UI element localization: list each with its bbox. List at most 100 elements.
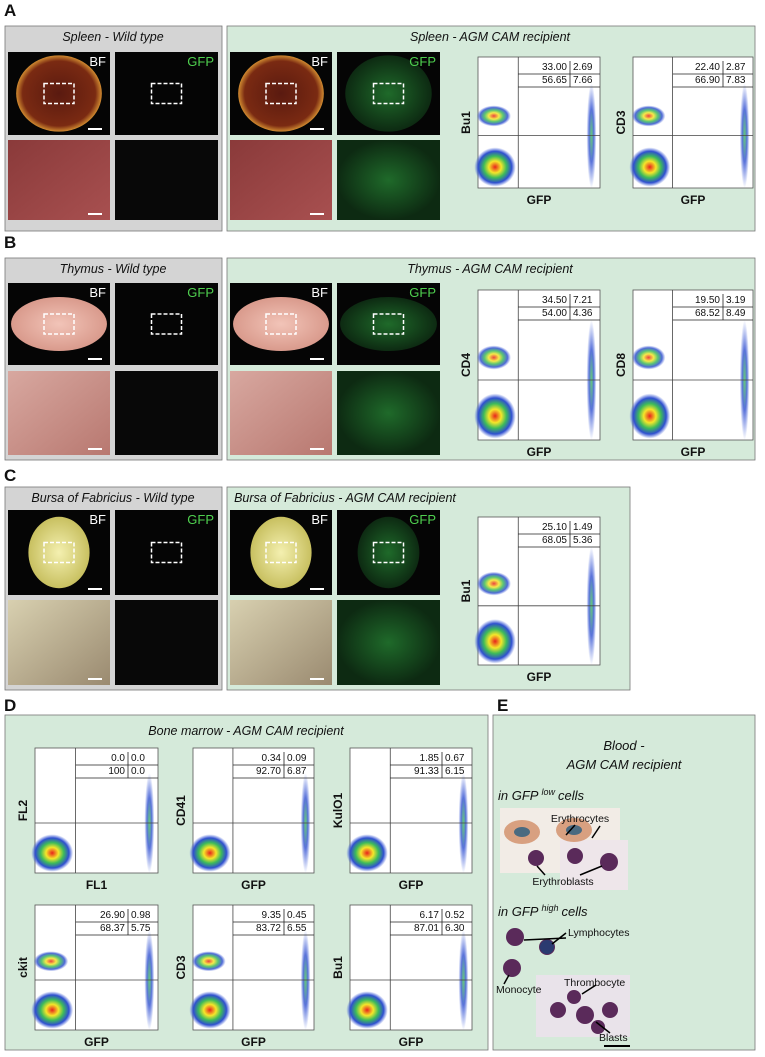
blood-cell (528, 850, 544, 866)
blood-cell (602, 1002, 618, 1018)
zoom-box (150, 82, 183, 105)
quadrant-value: 6.17 (420, 910, 440, 921)
cell-density (476, 571, 511, 596)
quadrant-value: 6.87 (287, 766, 307, 777)
zoom-box (43, 313, 75, 335)
y-axis-label: Bu1 (459, 111, 473, 134)
heading: in GFP high cells (498, 903, 588, 919)
nucleus (566, 825, 582, 835)
y-axis-label: CD4 (459, 353, 473, 377)
y-axis-label: FL2 (16, 800, 30, 822)
organ (16, 55, 102, 132)
quadrant-value: 7.66 (573, 75, 593, 86)
heading-text: in GFP (498, 904, 539, 919)
arrow (523, 937, 567, 941)
organ-gfp (345, 55, 432, 132)
y-axis-label: Bu1 (459, 579, 473, 602)
zoom-box (372, 541, 405, 564)
blood-cell (600, 853, 618, 871)
quadrant-value: 22.40 (695, 62, 720, 73)
y-axis-label: CD3 (614, 110, 628, 134)
y-axis-label: ckit (16, 957, 30, 978)
blood-cell (503, 959, 521, 977)
quadrant-value: 66.90 (695, 75, 720, 86)
zoom-image (8, 600, 110, 685)
quadrant-value: 3.19 (726, 295, 746, 306)
organ (28, 516, 90, 589)
group-title: Bursa of Fabricius - AGM CAM recipient (234, 491, 456, 505)
channel-label: GFP (187, 54, 214, 69)
channel-label: GFP (409, 54, 436, 69)
quadrant-value: 6.55 (287, 923, 307, 934)
heading-text: cells (561, 904, 588, 919)
blood-cell (550, 1002, 566, 1018)
arrow (503, 974, 510, 985)
arrow (581, 984, 597, 995)
quadrant-value: 6.15 (445, 766, 465, 777)
quadrant-value: 91.33 (414, 766, 439, 777)
channel-label: BF (311, 512, 328, 527)
zoom-box (372, 82, 405, 105)
cell-label: Erythroblasts (532, 876, 593, 888)
quadrant-value: 68.05 (542, 535, 567, 546)
x-axis-label: GFP (84, 1035, 109, 1049)
heading-text: cells (558, 788, 585, 803)
organ (11, 296, 107, 352)
quadrant-value: 0.0 (131, 766, 145, 777)
quadrant-value: 92.70 (256, 766, 281, 777)
quadrant-value: 100 (108, 766, 125, 777)
cell-density (631, 105, 666, 127)
cell-density (631, 345, 666, 370)
heading-superscript: high (541, 903, 558, 913)
blood-cell (591, 1020, 605, 1034)
zoom-box (43, 82, 75, 105)
panel-title: Blood - (603, 738, 645, 753)
group-title: Spleen - Wild type (62, 30, 163, 44)
organ-image (115, 510, 218, 595)
quadrant-value: 0.52 (445, 910, 465, 921)
channel-label: GFP (187, 285, 214, 300)
panel-label: A (4, 1, 16, 20)
arrow (565, 824, 576, 836)
cell-density (31, 991, 74, 1029)
organ-gfp (340, 296, 437, 352)
quadrant-value: 0.45 (287, 910, 307, 921)
zoom-image (8, 371, 110, 455)
cell-density (346, 991, 388, 1029)
quadrant-value: 9.35 (262, 910, 282, 921)
quadrant-value: 19.50 (695, 295, 720, 306)
y-axis-label: CD3 (174, 955, 188, 979)
zoom-image (337, 140, 440, 220)
zoom-image (230, 371, 332, 455)
quadrant-value: 2.87 (726, 62, 746, 73)
y-axis-label: Bu1 (331, 956, 345, 979)
quadrant-value: 2.69 (573, 62, 593, 73)
arrow (591, 825, 601, 839)
cell-density (31, 834, 74, 872)
cell-label: Erythrocytes (551, 813, 609, 825)
quadrant-value: 68.52 (695, 308, 720, 319)
organ (250, 516, 312, 589)
group-title: Spleen - AGM CAM recipient (410, 30, 571, 44)
panel-title: Bone marrow - AGM CAM recipient (148, 724, 344, 738)
quadrant-value: 5.75 (131, 923, 151, 934)
zoom-image (337, 600, 440, 685)
group-title: Thymus - Wild type (60, 262, 167, 276)
cell-density (189, 834, 231, 872)
zoom-image (8, 140, 110, 220)
quadrant-value: 0.0 (131, 753, 145, 764)
quadrant-value: 7.21 (573, 295, 593, 306)
zoom-box (150, 541, 183, 564)
channel-label: GFP (409, 285, 436, 300)
quadrant-value: 83.72 (256, 923, 281, 934)
organ (233, 296, 329, 352)
quadrant-value: 54.00 (542, 308, 567, 319)
quadrant-value: 6.30 (445, 923, 465, 934)
nucleus (514, 827, 530, 837)
x-axis-label: GFP (399, 878, 424, 892)
x-axis-label: GFP (527, 670, 552, 684)
arrow (579, 865, 603, 876)
organ (238, 55, 324, 132)
cell-label: Blasts (599, 1032, 628, 1044)
zoom-image (230, 600, 332, 685)
